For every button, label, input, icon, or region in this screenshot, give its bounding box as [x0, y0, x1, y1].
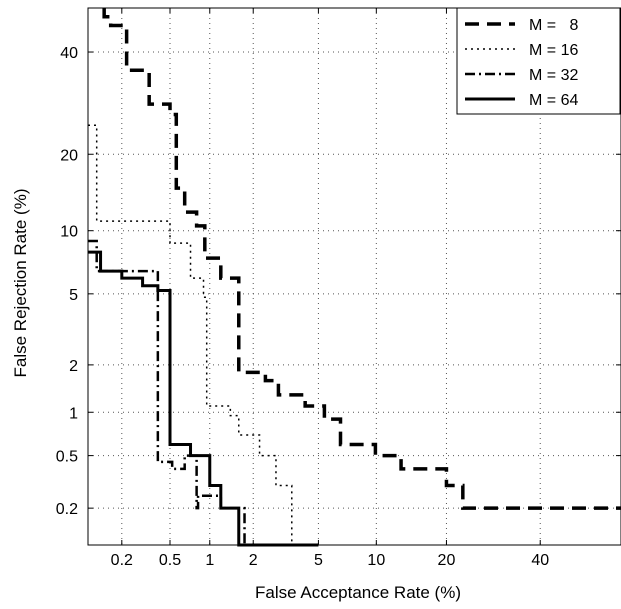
series-line-1: [88, 124, 319, 546]
x-tick-label: 20: [438, 552, 456, 569]
series-line-0: [102, 8, 621, 510]
y-tick-label: 2: [69, 358, 78, 375]
y-tick-label: 0.2: [56, 501, 78, 518]
legend-label-1: M = 16: [529, 42, 578, 59]
x-tick-label: 5: [314, 552, 323, 569]
y-tick-label: 0.5: [56, 449, 78, 466]
legend-box: [456, 7, 621, 115]
y-tick-labels: 0.2 0.5 1 2 5 10 20 40: [56, 45, 78, 518]
legend-label-3: M = 64: [529, 92, 578, 109]
legend-label-0: M = 8: [529, 17, 578, 34]
y-tick-label: 20: [60, 147, 78, 164]
x-tick-label: 0.5: [159, 552, 181, 569]
plot-frame: [87, 7, 621, 546]
y-tick-label: 1: [69, 405, 78, 422]
y-tick-label: 5: [69, 287, 78, 304]
x-axis-label: False Acceptance Rate (%): [255, 583, 461, 602]
y-tick-label: 40: [60, 45, 78, 62]
x-tick-label: 1: [205, 552, 214, 569]
y-axis-label: False Rejection Rate (%): [11, 189, 30, 378]
legend: M = 8 M = 16 M = 32 M = 64: [456, 7, 621, 115]
legend-label-2: M = 32: [529, 67, 578, 84]
x-tick-labels: 0.2 0.5 1 2 5 10 20 40: [111, 552, 550, 569]
y-tick-label: 10: [60, 224, 78, 241]
x-tick-label: 2: [249, 552, 258, 569]
series-layer: [88, 8, 621, 547]
plot-border: [87, 7, 621, 546]
x-tick-label: 0.2: [111, 552, 133, 569]
x-tick-label: 40: [531, 552, 549, 569]
series-line-2: [88, 239, 260, 547]
x-tick-label: 10: [367, 552, 385, 569]
series-line-3: [88, 250, 319, 547]
